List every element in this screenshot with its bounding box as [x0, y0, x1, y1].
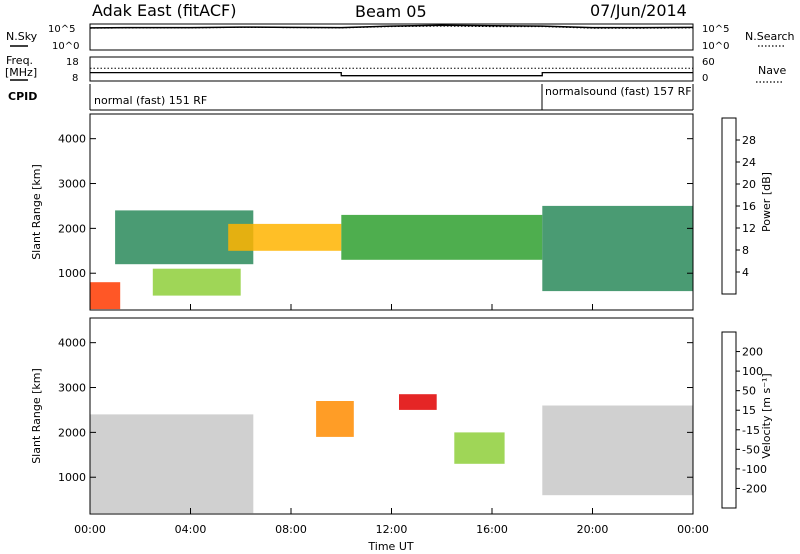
velocity-colorbar-label: Velocity [m s⁻¹] — [760, 373, 773, 458]
power-range-label-2: 2000 — [58, 222, 86, 235]
time-axis: 00:00 04:00 08:00 12:00 16:00 20:00 00:00 — [74, 304, 709, 536]
count-tick-low-right: 10^0 — [702, 41, 729, 52]
power-region-3 — [228, 223, 342, 251]
power-region-4 — [341, 214, 543, 260]
time-label-4: 16:00 — [476, 523, 508, 536]
power-map — [90, 205, 694, 310]
power-range-axis: 4000 3000 2000 1000 — [58, 133, 693, 280]
plot-title: Adak East (fitACF) — [92, 1, 236, 20]
power-ylabel: Slant Range [km] — [30, 164, 43, 260]
velocity-colorbar-label-6: -100 — [742, 463, 767, 476]
velocity-region-1 — [316, 401, 354, 437]
velocity-range-axis: 4000 3000 2000 1000 — [58, 337, 693, 484]
power-colorbar: 28 24 20 16 12 8 4 — [721, 117, 756, 295]
power-colorbar-label-5: 8 — [742, 244, 749, 257]
velocity-range-label-2: 2000 — [58, 426, 86, 439]
power-colorbar-frame — [721, 117, 737, 295]
freq-panel-frame — [89, 56, 694, 82]
velocity-colorbar-label-0: 200 — [742, 346, 763, 359]
velocity-colorbar-label-1: 100 — [742, 365, 763, 378]
nave-label: Nave — [758, 64, 786, 77]
power-colorbar-label-3: 16 — [742, 200, 756, 213]
cpid-segment-2: normalsound (fast) 157 RF — [545, 85, 692, 98]
time-label-6: 00:00 — [677, 523, 709, 536]
power-region-0 — [90, 282, 121, 310]
velocity-range-label-3: 1000 — [58, 471, 86, 484]
freq-unit-label: [MHz] — [5, 66, 37, 79]
time-label-2: 08:00 — [275, 523, 307, 536]
power-colorbar-label-6: 4 — [742, 266, 749, 279]
frequency-series — [90, 67, 693, 77]
velocity-colorbar-label-2: 50 — [742, 385, 756, 398]
power-colorbar-label-1: 24 — [742, 156, 756, 169]
nsky-label: N.Sky — [6, 30, 38, 43]
noise-line-0 — [89, 24, 694, 29]
velocity-colorbar-label-7: -200 — [742, 482, 767, 495]
velocity-range-label-1: 3000 — [58, 382, 86, 395]
velocity-map — [90, 394, 694, 514]
freq-tick-low: 8 — [72, 73, 78, 84]
velocity-colorbar-label-4: -15 — [742, 424, 760, 437]
time-label-3: 12:00 — [376, 523, 408, 536]
cpid-label: CPID — [8, 90, 37, 103]
noise-series — [89, 24, 694, 29]
count-tick-high-right: 10^5 — [702, 24, 729, 35]
nsearch-label: N.Search — [745, 30, 795, 43]
power-region-2 — [152, 268, 241, 296]
velocity-colorbar-label-3: 15 — [742, 404, 756, 417]
power-range-label-1: 3000 — [58, 178, 86, 191]
velocity-ylabel: Slant Range [km] — [30, 368, 43, 464]
noise-line-1 — [89, 25, 694, 29]
time-label-1: 04:00 — [175, 523, 207, 536]
velocity-region-0 — [90, 414, 254, 514]
cpid-segment-1: normal (fast) 151 RF — [94, 94, 207, 107]
date-label: 07/Jun/2014 — [590, 1, 687, 20]
power-colorbar-label-2: 20 — [742, 178, 756, 191]
velocity-colorbar: 200 100 50 15 -15 -50 -100 -200 — [721, 331, 767, 509]
count-tick-high-left: 10^5 — [48, 24, 75, 35]
time-label-5: 20:00 — [577, 523, 609, 536]
time-axis-label: Time UT — [367, 540, 413, 553]
velocity-region-2 — [399, 394, 437, 410]
power-region-5 — [542, 205, 694, 292]
velocity-colorbar-label-5: -50 — [742, 443, 760, 456]
noise-panel-frame — [89, 23, 694, 51]
power-colorbar-label-0: 28 — [742, 134, 756, 147]
power-colorbar-label: Power [dB] — [760, 172, 773, 232]
count-tick-low-left: 10^0 — [52, 41, 79, 52]
velocity-colorbar-frame — [721, 331, 737, 509]
velocity-region-4 — [542, 405, 694, 496]
power-colorbar-label-4: 12 — [742, 222, 756, 235]
time-label-0: 00:00 — [74, 523, 106, 536]
freq-line — [90, 71, 693, 77]
velocity-range-label-0: 4000 — [58, 337, 86, 350]
velocity-region-3 — [454, 432, 505, 464]
freq-label: Freq. — [6, 54, 33, 67]
beam-label: Beam 05 — [355, 2, 427, 21]
freq-tick-high: 18 — [66, 57, 79, 68]
nave-tick-high: 60 — [702, 57, 715, 68]
nave-tick-low: 0 — [702, 73, 708, 84]
power-range-label-3: 1000 — [58, 267, 86, 280]
power-range-label-0: 4000 — [58, 133, 86, 146]
